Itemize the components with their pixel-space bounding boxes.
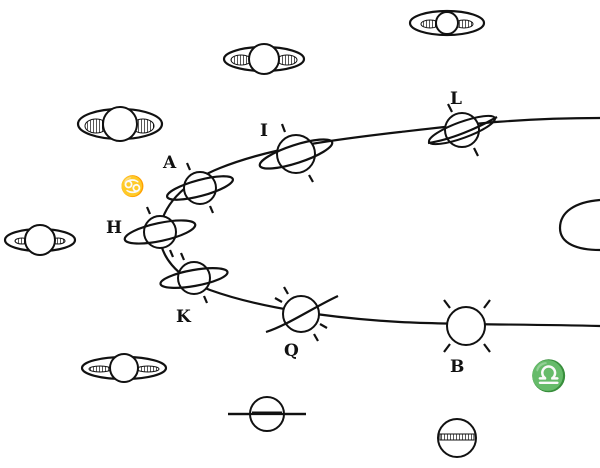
label-h: H: [106, 218, 122, 238]
libra-symbol: ♎: [530, 358, 567, 394]
saturn-position-k: [159, 252, 229, 304]
saturn-appearance-upper-left: [76, 106, 164, 142]
saturn-position-l: [427, 103, 498, 157]
saturn-appearance-top-right: [408, 9, 486, 37]
saturn-appearance-left: [3, 224, 77, 256]
saturn-appearance-lower-left: [80, 353, 168, 383]
saturn-position-b: [443, 299, 491, 353]
label-k: K: [176, 307, 192, 327]
orbit-path: [158, 116, 600, 328]
saturn-appearance-upper-middle: [222, 43, 306, 75]
cancer-symbol: ♋: [120, 174, 145, 198]
label-i: I: [260, 121, 268, 141]
saturn-position-q: [265, 286, 339, 342]
saturn-position-h: [123, 206, 197, 258]
sun-arc: [558, 198, 600, 252]
saturn-appearance-bottom-right: [437, 418, 477, 458]
saturn-position-i: [258, 123, 334, 183]
saturn-position-a: [165, 162, 235, 214]
label-l: L: [450, 89, 462, 109]
label-q: Q: [284, 341, 299, 361]
saturn-appearance-bottom-middle: [228, 396, 306, 432]
label-a: A: [162, 153, 177, 173]
label-b: B: [450, 357, 464, 377]
